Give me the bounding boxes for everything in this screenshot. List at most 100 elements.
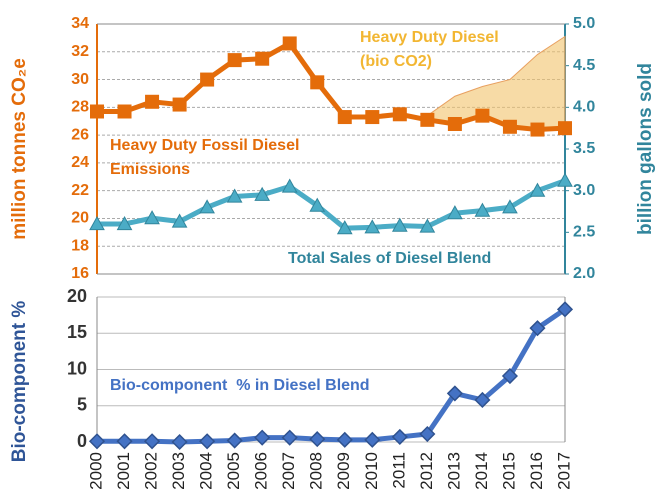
x-tick-label: 2013	[444, 452, 463, 490]
marker	[171, 213, 188, 228]
y2-tick-label: 2.0	[573, 265, 595, 282]
marker	[474, 202, 491, 217]
marker	[446, 385, 463, 402]
bio-label: Heavy Duty Diesel (bio CO2)	[360, 29, 499, 70]
marker	[199, 433, 216, 450]
marker	[475, 108, 490, 123]
y-tick-label: 24	[71, 154, 89, 171]
marker	[143, 433, 161, 450]
x-tick-label: 2011	[389, 452, 408, 489]
marker	[557, 172, 573, 187]
marker	[145, 94, 160, 109]
marker	[254, 186, 271, 201]
marker	[199, 199, 215, 214]
x-tick-label: 2009	[334, 452, 353, 490]
x-tick-label: 2005	[224, 452, 243, 490]
x-tick-label: 2015	[499, 452, 518, 490]
y-axis-title: Bio-component %	[9, 301, 30, 463]
x-tick-label: 2000	[86, 452, 105, 490]
y-tick-label: 16	[71, 265, 89, 282]
marker	[116, 215, 133, 231]
marker	[474, 391, 491, 409]
marker	[365, 110, 380, 125]
series-line	[97, 178, 566, 231]
marker	[309, 197, 326, 212]
marker	[282, 36, 297, 51]
marker	[501, 367, 519, 385]
x-tick-label: 2010	[362, 452, 381, 490]
marker	[171, 433, 188, 451]
x-tick-label: 2002	[142, 452, 161, 490]
marker	[529, 182, 546, 197]
y2-tick-label: 3.5	[573, 140, 595, 157]
marker	[227, 53, 242, 68]
x-tick-label: 2004	[197, 452, 216, 490]
x-tick-label: 2001	[114, 452, 133, 490]
marker	[391, 428, 408, 445]
y-axis-title: million tonnes CO₂e	[9, 58, 30, 240]
y-tick-label: 10	[67, 358, 87, 378]
sales-label: Total Sales of Diesel Blend	[288, 250, 492, 267]
y-tick-label: 5	[77, 395, 87, 415]
y2-tick-label: 5.0	[573, 15, 595, 32]
marker	[200, 72, 215, 87]
y-tick-label: 15	[67, 322, 87, 342]
y2-tick-label: 4.0	[573, 99, 595, 116]
marker	[309, 431, 326, 448]
fossil-label: Heavy Duty Fossil Diesel Emissions	[110, 137, 300, 178]
y-tick-label: 22	[71, 182, 89, 199]
marker	[420, 112, 435, 127]
marker	[281, 429, 298, 446]
marker	[364, 219, 381, 234]
marker	[447, 117, 462, 131]
marker	[310, 75, 325, 90]
marker	[144, 210, 160, 225]
bio-pct-label: Bio-component % in Diesel Blend	[110, 377, 370, 394]
marker	[556, 301, 574, 318]
y-tick-label: 20	[71, 210, 89, 227]
marker	[116, 433, 133, 450]
x-tick-label: 2008	[307, 452, 326, 490]
marker	[172, 97, 187, 112]
marker	[447, 205, 463, 220]
marker	[255, 51, 270, 66]
marker	[117, 104, 132, 119]
y2-tick-label: 4.5	[573, 57, 595, 74]
x-tick-label: 2006	[252, 452, 271, 490]
marker	[281, 178, 298, 193]
marker	[392, 107, 407, 122]
y2-tick-label: 3.0	[573, 182, 595, 199]
x-tick-label: 2007	[279, 452, 298, 490]
marker	[558, 121, 572, 136]
x-tick-label: 2017	[554, 452, 573, 490]
x-tick-label: 2003	[169, 452, 188, 490]
x-tick-label: 2012	[417, 452, 436, 490]
marker	[88, 433, 106, 450]
marker	[419, 218, 436, 233]
marker	[502, 199, 518, 214]
x-tick-label: 2016	[527, 452, 546, 490]
marker	[364, 431, 381, 448]
marker	[226, 432, 243, 449]
marker	[530, 122, 545, 137]
y-tick-label: 28	[71, 99, 89, 116]
marker	[391, 217, 408, 232]
marker	[89, 215, 105, 231]
y-tick-label: 20	[67, 286, 87, 306]
y-tick-label: 32	[71, 43, 89, 60]
marker	[502, 119, 517, 134]
y-tick-label: 34	[71, 15, 89, 32]
y-tick-label: 0	[77, 431, 87, 451]
y2-axis-title: billion gallons sold	[635, 63, 656, 235]
x-tick-label: 2014	[472, 452, 491, 490]
y-tick-label: 26	[71, 126, 89, 143]
marker	[529, 320, 546, 337]
marker	[337, 110, 352, 125]
y-tick-label: 30	[71, 71, 89, 88]
marker	[419, 425, 436, 443]
marker	[336, 220, 353, 235]
y2-tick-label: 2.5	[573, 224, 595, 241]
marker	[336, 431, 353, 448]
